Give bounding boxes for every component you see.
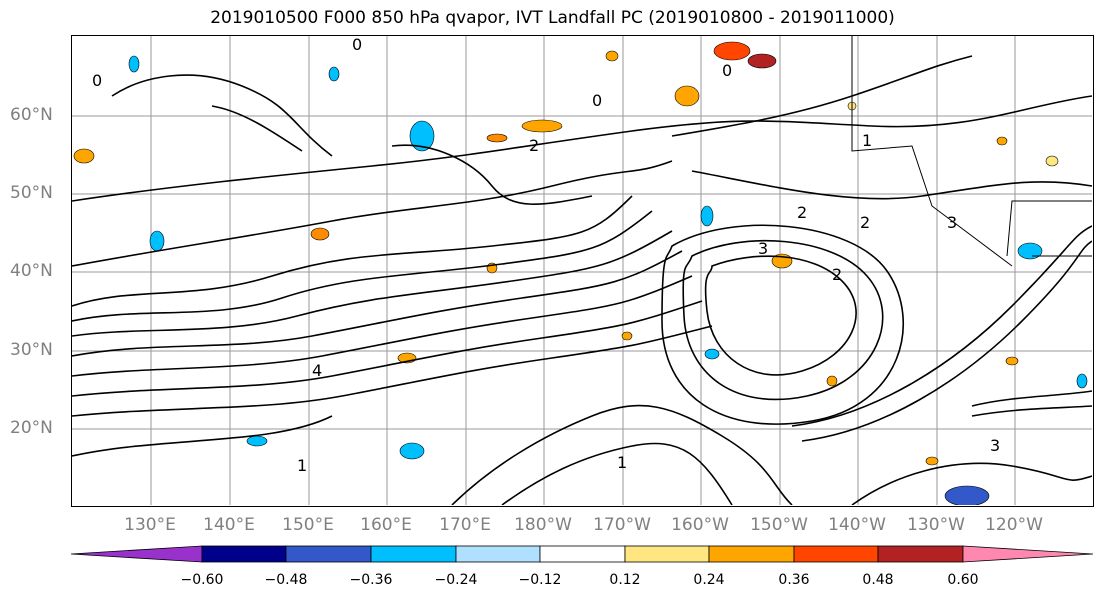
lat-label-30n: 30°N [10, 340, 53, 360]
lon-label-150e: 150°E [282, 515, 334, 535]
lon-label-150w: 150°W [750, 515, 808, 535]
contour-label: 3 [758, 239, 768, 258]
lon-label-130w: 130°W [907, 515, 965, 535]
colorbar [71, 545, 1094, 563]
colorbar-tick: 0.24 [693, 572, 725, 588]
contour-label: 1 [862, 131, 872, 150]
contour-label: 1 [617, 453, 627, 472]
colorbar-tick: 0.36 [778, 572, 810, 588]
colorbar-tick: −0.24 [434, 572, 478, 588]
colorbar-tick: −0.60 [180, 572, 224, 588]
contour-label: 0 [352, 36, 362, 54]
lat-label-60n: 60°N [10, 105, 53, 125]
contour-labels: 0 2 0 0 1 2 2 3 3 2 1 4 1 3 0 [92, 36, 1000, 475]
colorbar-segment [708, 545, 795, 563]
lat-label-20n: 20°N [10, 418, 53, 438]
contour-label: 3 [947, 213, 957, 232]
qvapor-shading [73, 41, 1088, 505]
graticule [72, 36, 1092, 505]
contour-label: 1 [297, 456, 307, 475]
colorbar-tick: −0.12 [518, 572, 562, 588]
lon-label-120w: 120°W [985, 515, 1043, 535]
lon-label-160w: 160°W [671, 515, 729, 535]
lon-label-140w: 140°W [828, 515, 886, 535]
colorbar-tick: 0.48 [862, 572, 894, 588]
contour-label: 0 [592, 91, 602, 110]
colorbar-segment [539, 545, 626, 563]
lon-label-130e: 130°E [124, 515, 176, 535]
colorbar-segment [793, 545, 879, 563]
lat-label-40n: 40°N [10, 261, 53, 281]
colorbar-segment [624, 545, 710, 563]
ivt-contours [72, 55, 1092, 505]
contour-label: 0 [92, 71, 102, 90]
lon-label-170e: 170°E [439, 515, 491, 535]
colorbar-segment [201, 545, 287, 563]
map-canvas: 0 2 0 0 1 2 2 3 3 2 1 4 1 3 0 [72, 36, 1092, 505]
colorbar-segment [455, 545, 541, 563]
map-title: 2019010500 F000 850 hPa qvapor, IVT Land… [210, 8, 895, 28]
lon-label-160e: 160°E [360, 515, 412, 535]
colorbar-extend-high [962, 545, 1094, 563]
colorbar-segment [877, 545, 964, 563]
contour-label: 2 [797, 203, 807, 222]
colorbar-tick: −0.48 [264, 572, 308, 588]
contour-label: 0 [722, 61, 732, 80]
lon-label-170w: 170°W [593, 515, 651, 535]
colorbar-segment [370, 545, 457, 563]
colorbar-tick: 0.12 [609, 572, 641, 588]
lon-label-180w: 180°W [514, 515, 572, 535]
colorbar-segment [285, 545, 372, 563]
contour-label: 4 [312, 361, 322, 380]
contour-label: 2 [529, 136, 539, 155]
contour-label: 2 [832, 265, 842, 284]
colorbar-extend-low [71, 545, 203, 563]
colorbar-tick: 0.60 [947, 572, 979, 588]
contour-label: 3 [990, 436, 1000, 455]
map-panel: 0 2 0 0 1 2 2 3 3 2 1 4 1 3 0 [71, 35, 1094, 507]
coastlines [851, 36, 1092, 267]
lon-label-140e: 140°E [203, 515, 255, 535]
colorbar-tick: −0.36 [349, 572, 393, 588]
contour-label: 2 [860, 213, 870, 232]
lat-label-50n: 50°N [10, 183, 53, 203]
